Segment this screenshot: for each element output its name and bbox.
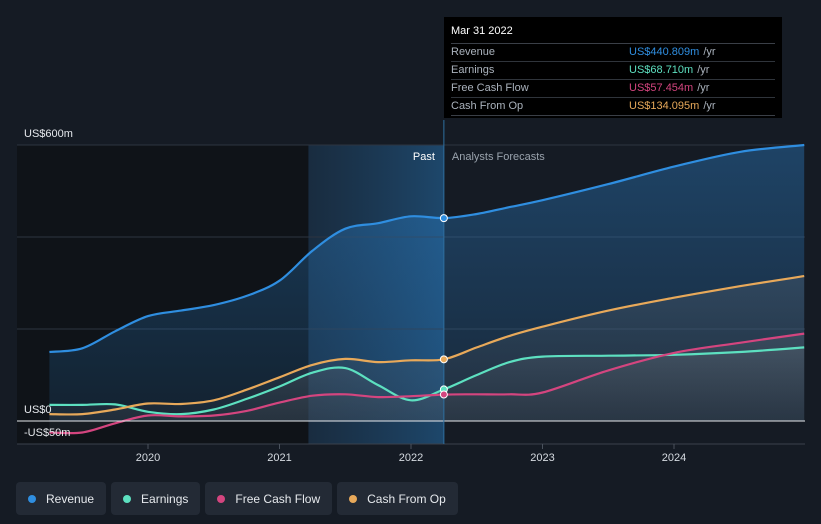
legend: Revenue Earnings Free Cash Flow Cash Fro… [16,482,458,515]
y-tick-label: -US$50m [24,427,70,439]
line-cash-from-op [49,275,805,416]
free-cash-flow-dot-icon [217,494,226,503]
earnings-dot-icon [123,494,132,503]
legend-label-cash-from-op: Cash From Op [367,491,446,506]
area-cash-from-op [49,276,805,421]
forecast-label: Analysts Forecasts [452,151,545,163]
tooltip-date: Mar 31 2022 [451,24,775,44]
tooltip-fcf-value: US$57.454m [629,82,694,94]
legend-item-cash-from-op[interactable]: Cash From Op [337,482,458,515]
marker-revenue [439,214,448,223]
y-tick-label: US$0 [24,404,52,416]
legend-label-free-cash-flow: Free Cash Flow [235,491,321,506]
cash-from-op-dot-icon [349,494,358,503]
x-tick-label: 2020 [136,452,160,464]
tooltip-revenue-value: US$440.809m [629,46,700,58]
tooltip-earnings-value: US$68.710m [629,64,694,76]
legend-item-free-cash-flow[interactable]: Free Cash Flow [205,482,333,515]
legend-label-earnings: Earnings [141,491,189,506]
tooltip-revenue-unit: /yr [703,46,716,58]
legend-item-revenue[interactable]: Revenue [16,482,107,515]
y-tick-label: US$600m [24,128,73,140]
tooltip: Mar 31 2022 Revenue US$440.809m /yr Earn… [444,17,782,118]
tooltip-row-cfo: Cash From Op US$134.095m /yr [451,98,775,116]
tooltip-row-fcf: Free Cash Flow US$57.454m /yr [451,80,775,98]
tooltip-cfo-name: Cash From Op [451,100,524,112]
tooltip-revenue-name: Revenue [451,46,496,58]
past-label: Past [413,151,435,163]
legend-item-earnings[interactable]: Earnings [111,482,201,515]
marker-cash-from-op [439,355,448,364]
tooltip-fcf-name: Free Cash Flow [451,82,529,94]
legend-label-revenue: Revenue [46,491,95,506]
tooltip-earnings-unit: /yr [697,64,710,76]
tooltip-earnings-name: Earnings [451,64,495,76]
tooltip-cfo-value: US$134.095m [629,100,700,112]
x-tick-label: 2021 [267,452,291,464]
tooltip-fcf-unit: /yr [697,82,710,94]
line-revenue [49,143,805,354]
x-tick-label: 2023 [530,452,554,464]
x-tick-label: 2024 [662,452,686,464]
line-free-cash-flow [49,332,805,435]
revenue-dot-icon [28,494,36,503]
x-tick-label: 2022 [399,452,423,464]
tooltip-cfo-unit: /yr [703,100,716,112]
tooltip-row-earnings: Earnings US$68.710m /yr [451,62,775,80]
line-earnings [49,346,805,416]
marker-free-cash-flow [439,390,448,399]
tooltip-row-revenue: Revenue US$440.809m /yr [451,44,775,62]
